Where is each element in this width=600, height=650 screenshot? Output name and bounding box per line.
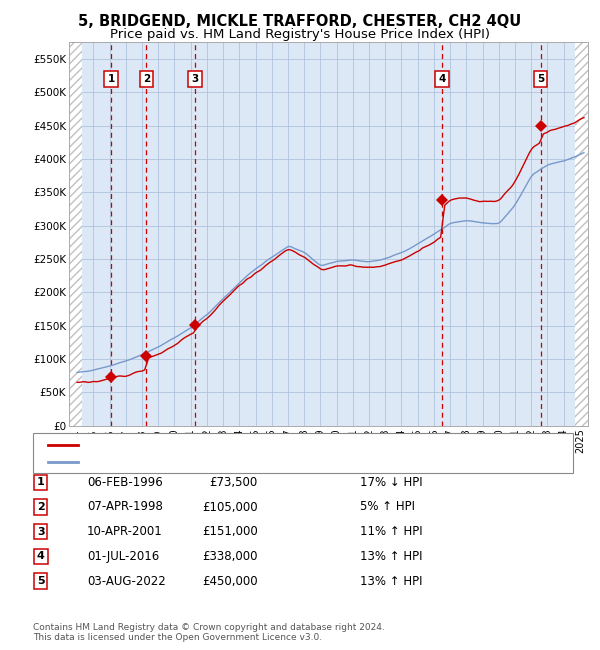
Text: 10-APR-2001: 10-APR-2001 <box>87 525 163 538</box>
Text: Price paid vs. HM Land Registry's House Price Index (HPI): Price paid vs. HM Land Registry's House … <box>110 28 490 41</box>
Text: 13% ↑ HPI: 13% ↑ HPI <box>360 575 422 588</box>
Text: 2: 2 <box>37 502 44 512</box>
Text: 5% ↑ HPI: 5% ↑ HPI <box>360 500 415 514</box>
Text: 11% ↑ HPI: 11% ↑ HPI <box>360 525 422 538</box>
Text: 5, BRIDGEND, MICKLE TRAFFORD, CHESTER, CH2 4QU: 5, BRIDGEND, MICKLE TRAFFORD, CHESTER, C… <box>79 14 521 29</box>
Text: HPI: Average price, detached house, Cheshire West and Chester: HPI: Average price, detached house, Ches… <box>84 457 419 467</box>
Text: Contains HM Land Registry data © Crown copyright and database right 2024.
This d: Contains HM Land Registry data © Crown c… <box>33 623 385 642</box>
Text: £450,000: £450,000 <box>202 575 258 588</box>
Text: 3: 3 <box>191 74 199 84</box>
Text: 4: 4 <box>37 551 45 562</box>
Text: 5: 5 <box>537 74 544 84</box>
Text: £151,000: £151,000 <box>202 525 258 538</box>
Text: 4: 4 <box>439 74 446 84</box>
Text: 01-JUL-2016: 01-JUL-2016 <box>87 550 159 563</box>
Text: 1: 1 <box>107 74 115 84</box>
Text: 3: 3 <box>37 526 44 537</box>
Text: 2: 2 <box>143 74 150 84</box>
Text: £338,000: £338,000 <box>203 550 258 563</box>
Text: 13% ↑ HPI: 13% ↑ HPI <box>360 550 422 563</box>
Text: 17% ↓ HPI: 17% ↓ HPI <box>360 476 422 489</box>
Text: 06-FEB-1996: 06-FEB-1996 <box>87 476 163 489</box>
Text: 03-AUG-2022: 03-AUG-2022 <box>87 575 166 588</box>
Text: 07-APR-1998: 07-APR-1998 <box>87 500 163 514</box>
Text: 5: 5 <box>37 576 44 586</box>
Text: 5, BRIDGEND, MICKLE TRAFFORD, CHESTER, CH2 4QU (detached house): 5, BRIDGEND, MICKLE TRAFFORD, CHESTER, C… <box>84 440 460 450</box>
Text: 1: 1 <box>37 477 44 488</box>
Bar <box>69 39 82 426</box>
Bar <box>575 39 591 426</box>
Text: £73,500: £73,500 <box>210 476 258 489</box>
Text: £105,000: £105,000 <box>202 500 258 514</box>
